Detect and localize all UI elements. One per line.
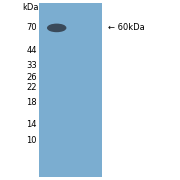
Text: 70: 70 — [26, 23, 37, 32]
Text: 26: 26 — [26, 73, 37, 82]
Text: 18: 18 — [26, 98, 37, 107]
Text: ← 60kDa: ← 60kDa — [108, 23, 145, 32]
Text: kDa: kDa — [22, 3, 39, 12]
Text: 10: 10 — [26, 136, 37, 145]
Ellipse shape — [48, 24, 66, 31]
Text: 33: 33 — [26, 61, 37, 70]
FancyBboxPatch shape — [39, 3, 102, 177]
Text: 14: 14 — [26, 120, 37, 129]
Text: 44: 44 — [26, 46, 37, 55]
Text: 22: 22 — [26, 83, 37, 92]
